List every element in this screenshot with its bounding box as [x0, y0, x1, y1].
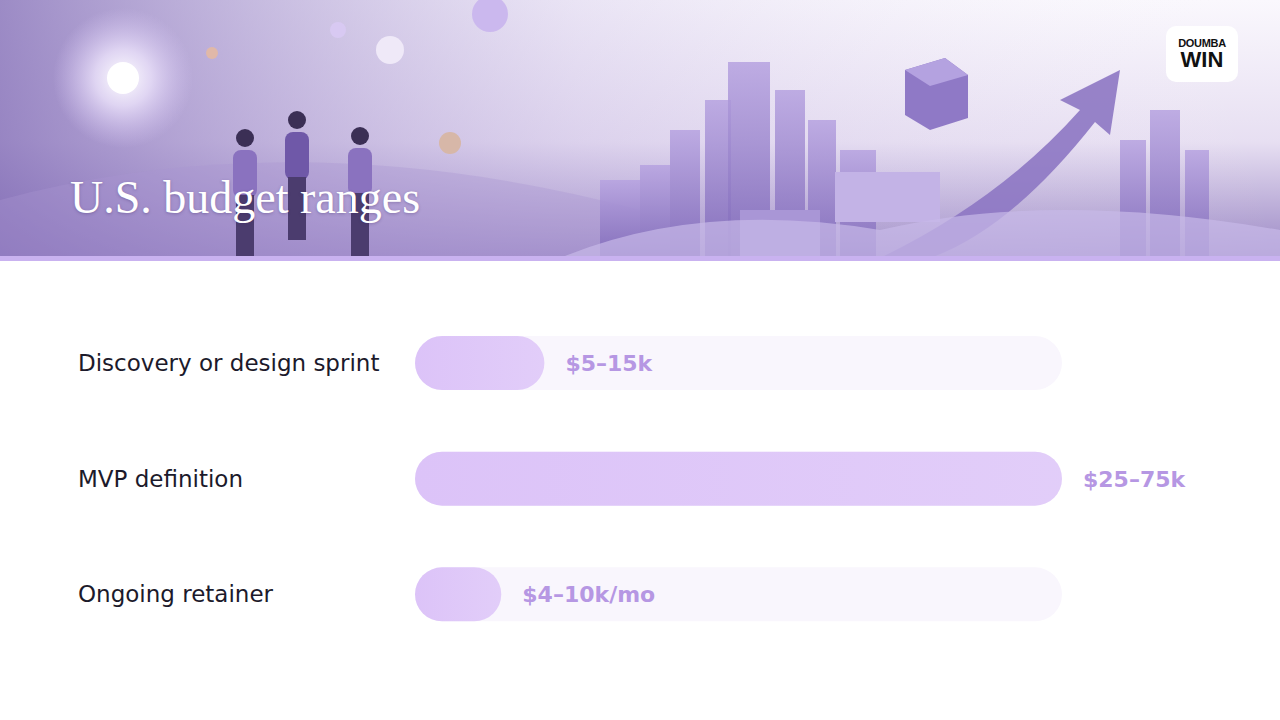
svg-text:$25–75k: $25–75k — [1083, 467, 1187, 492]
svg-text:Ongoing retainer: Ongoing retainer — [78, 581, 274, 607]
html-text:DOUMBA: DOUMBA — [1178, 36, 1226, 49]
svg-text:$5–15k: $5–15k — [565, 351, 653, 376]
svg-text:MVP definition: MVP definition — [78, 466, 243, 492]
svg-text:$4–10k/mo: $4–10k/mo — [522, 582, 655, 607]
html-text:U.S. budget ranges: U.S. budget ranges — [70, 172, 421, 223]
html-text:WIN: WIN — [1180, 46, 1224, 72]
svg-text:Discovery or design sprint: Discovery or design sprint — [78, 350, 379, 376]
